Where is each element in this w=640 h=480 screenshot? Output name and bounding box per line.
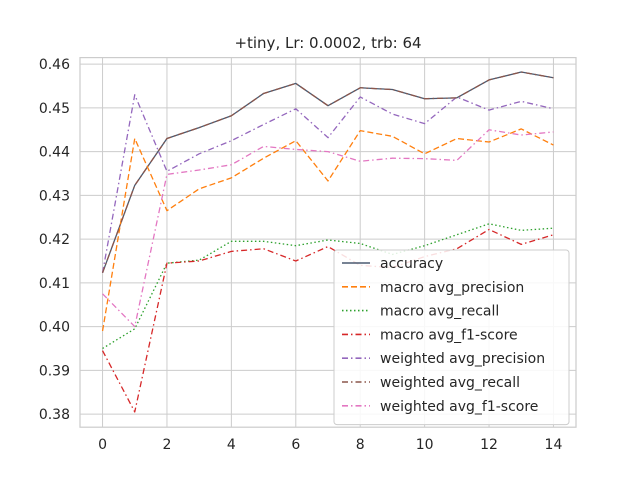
- y-tick-label: 0.40: [39, 320, 70, 336]
- x-tick-labels: 0 2 4 6 8 10 12 14: [98, 437, 562, 453]
- x-tick-label: 4: [227, 437, 236, 453]
- legend-label: accuracy: [380, 256, 443, 272]
- x-tick-label: 14: [545, 437, 563, 453]
- y-tick-label: 0.38: [39, 407, 70, 423]
- chart-title: +tiny, Lr: 0.0002, trb: 64: [234, 34, 421, 52]
- y-tick-label: 0.39: [39, 363, 70, 379]
- legend-box: [333, 249, 570, 426]
- x-tick-label: 12: [480, 437, 498, 453]
- y-tick-label: 0.42: [39, 232, 70, 248]
- legend-label: macro avg_precision: [380, 280, 524, 296]
- y-tick-label: 0.43: [39, 188, 70, 204]
- series-layer: [101, 71, 554, 413]
- y-tick-labels: 0.38 0.39 0.40 0.41 0.42 0.43 0.44 0.45 0.46: [39, 57, 70, 423]
- plot-frame: [79, 56, 577, 428]
- x-tick-label: 10: [416, 437, 434, 453]
- x-tick-label: 6: [291, 437, 300, 453]
- legend-label: macro avg_f1-score: [380, 327, 518, 343]
- y-tick-label: 0.45: [39, 101, 70, 117]
- legend-label: weighted avg_precision: [380, 351, 545, 367]
- y-tick-label: 0.44: [39, 145, 70, 161]
- series-line-weighted-avg-recall: [101, 71, 554, 274]
- y-tick-label: 0.46: [39, 57, 70, 73]
- x-tick-label: 8: [356, 437, 365, 453]
- legend-label: weighted avg_recall: [380, 375, 520, 391]
- x-tick-label: 0: [98, 437, 107, 453]
- x-tick-label: 2: [163, 437, 172, 453]
- legend-label: macro avg_recall: [380, 304, 499, 320]
- y-tick-label: 0.41: [39, 276, 70, 292]
- series-line-macro-avg-f1-score: [101, 228, 554, 413]
- series-line-weighted-avg-precision: [101, 94, 554, 273]
- legend-label: weighted avg_f1-score: [380, 399, 538, 415]
- series-line-weighted-avg-f1-score: [102, 129, 554, 328]
